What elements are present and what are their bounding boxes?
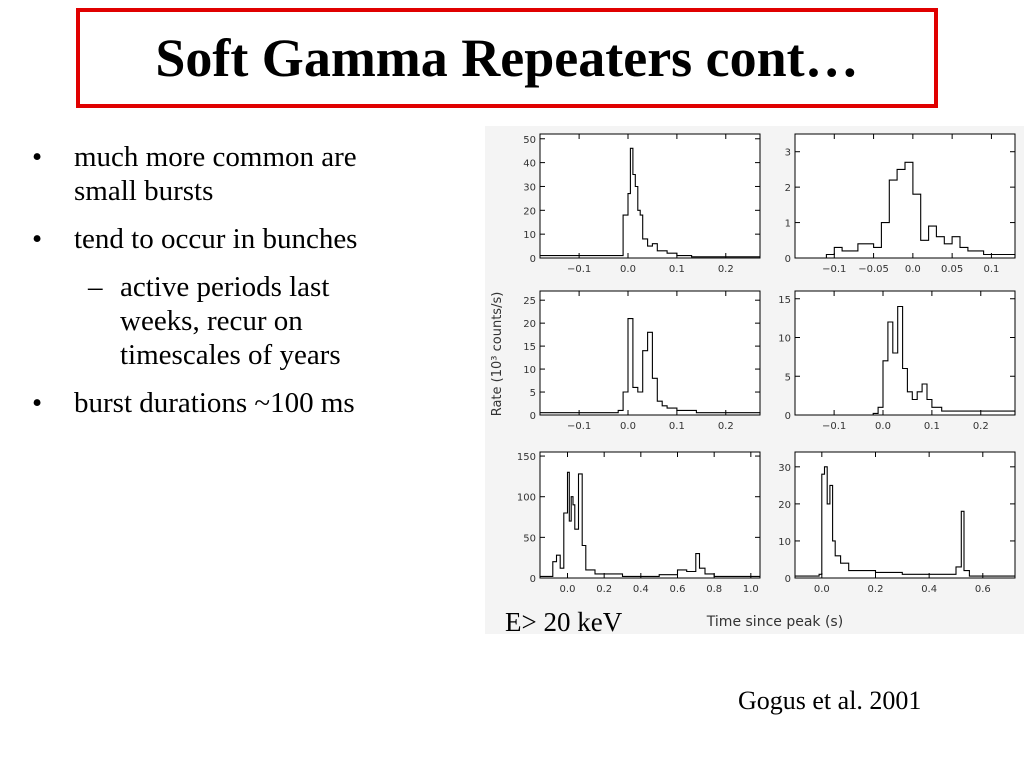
bullet-text-line: tend to occur in bunches <box>74 223 358 255</box>
x-tick-label: −0.1 <box>822 264 846 275</box>
y-tick-label: 150 <box>517 452 536 463</box>
x-tick-label: 0.2 <box>718 264 734 275</box>
x-tick-label: 0.2 <box>596 584 612 595</box>
panel-2-frame <box>794 133 1016 259</box>
y-tick-label: 5 <box>785 372 791 383</box>
x-tick-label: 0.1 <box>924 421 940 432</box>
x-tick-label: 0.1 <box>983 264 999 275</box>
x-tick-label: 0.0 <box>620 421 636 432</box>
figure-panel: −0.1 0.0 0.1 0.2 0 10 20 30 40 50 −0.1 −0.05 0.0 0.05… <box>485 126 1024 634</box>
panel-2-light-curve <box>795 161 1016 259</box>
y-tick-label: 2 <box>785 183 791 194</box>
y-tick-label: 0 <box>785 254 791 265</box>
bullet-item: • tend to occur in bunches <box>28 222 478 256</box>
panel-4-frame <box>794 290 1016 416</box>
x-tick-label: −0.05 <box>858 264 889 275</box>
x-tick-label: 0.2 <box>718 421 734 432</box>
x-tick-label: −0.1 <box>822 421 846 432</box>
y-tick-label: 0 <box>785 411 791 422</box>
bullet-text-line: weeks, recur on <box>120 305 303 337</box>
x-tick-label: −0.1 <box>567 421 591 432</box>
panel-1-frame <box>539 133 761 259</box>
y-tick-label: 0 <box>785 574 791 585</box>
bullet-item: – active periods last weeks, recur on times… <box>28 270 478 372</box>
y-tick-label: 0 <box>530 254 536 265</box>
x-tick-label: 0.2 <box>868 584 884 595</box>
panel-6-frame <box>794 451 1016 579</box>
y-tick-label: 20 <box>523 206 536 217</box>
bullet-item: • much more common are small bursts <box>28 140 478 208</box>
panel-6-light-curve <box>795 466 1015 577</box>
y-tick-label: 10 <box>523 365 536 376</box>
bullet-list: • much more common are small bursts • tend t… <box>28 140 478 434</box>
y-tick-label: 25 <box>523 296 536 307</box>
y-tick-label: 1 <box>785 219 791 230</box>
y-tick-label: 10 <box>523 230 536 241</box>
y-tick-label: 50 <box>523 135 536 146</box>
x-tick-label: 0.4 <box>921 584 937 595</box>
x-tick-label: 0.05 <box>941 264 963 275</box>
x-tick-label: 0.0 <box>875 421 891 432</box>
y-tick-label: 10 <box>778 334 791 345</box>
y-tick-label: 30 <box>523 182 536 193</box>
bullet-text-line: small bursts <box>74 175 214 207</box>
bullet-marker: • <box>32 387 43 419</box>
x-tick-label: 0.0 <box>814 584 830 595</box>
x-tick-label: 0.8 <box>706 584 722 595</box>
y-tick-label: 5 <box>530 388 536 399</box>
bullet-text-line: timescales of years <box>120 339 341 371</box>
panel-1-light-curve <box>540 147 760 258</box>
y-tick-label: 0 <box>530 411 536 422</box>
dash-marker: – <box>88 271 103 303</box>
x-axis-label: Time since peak (s) <box>706 614 843 630</box>
x-tick-label: 0.0 <box>905 264 921 275</box>
x-tick-label: 0.0 <box>560 584 576 595</box>
y-tick-label: 20 <box>523 319 536 330</box>
y-tick-label: 0 <box>530 574 536 585</box>
x-tick-label: 0.2 <box>973 421 989 432</box>
panel-3-light-curve <box>540 318 761 414</box>
bullet-item: • burst durations ~100 ms <box>28 386 478 420</box>
y-tick-label: 10 <box>778 537 791 548</box>
y-axis-label: Rate (10³ counts/s) <box>490 292 505 417</box>
bullet-text-line: much more common are <box>74 141 357 173</box>
x-tick-label: 0.6 <box>975 584 991 595</box>
x-tick-label: 0.1 <box>669 421 685 432</box>
citation: Gogus et al. 2001 <box>738 686 922 715</box>
y-tick-label: 30 <box>778 463 791 474</box>
x-tick-label: 0.1 <box>669 264 685 275</box>
y-tick-label: 50 <box>523 533 536 544</box>
y-tick-label: 15 <box>523 342 536 353</box>
y-tick-label: 20 <box>778 500 791 511</box>
panel-5-light-curve <box>540 471 760 577</box>
x-tick-label: 0.0 <box>620 264 636 275</box>
energy-label: E> 20 keV <box>505 607 623 637</box>
slide-title: Soft Gamma Repeaters cont… <box>155 28 859 88</box>
x-tick-label: −0.1 <box>567 264 591 275</box>
panel-4-light-curve <box>795 305 1016 416</box>
bullet-marker: • <box>32 223 43 255</box>
x-tick-label: 0.4 <box>633 584 649 595</box>
y-tick-label: 40 <box>523 159 536 170</box>
y-tick-label: 3 <box>785 148 791 159</box>
panel-3-frame <box>539 290 761 416</box>
bullet-text-line: active periods last <box>120 271 330 303</box>
title-box: Soft Gamma Repeaters cont… <box>76 8 938 108</box>
y-tick-label: 100 <box>517 493 536 504</box>
panel-5-frame <box>539 451 761 579</box>
bullet-text-line: burst durations ~100 ms <box>74 387 355 419</box>
x-tick-label: 0.6 <box>670 584 686 595</box>
bullet-marker: • <box>32 141 43 173</box>
y-tick-label: 15 <box>778 295 791 306</box>
x-tick-label: 1.0 <box>743 584 759 595</box>
